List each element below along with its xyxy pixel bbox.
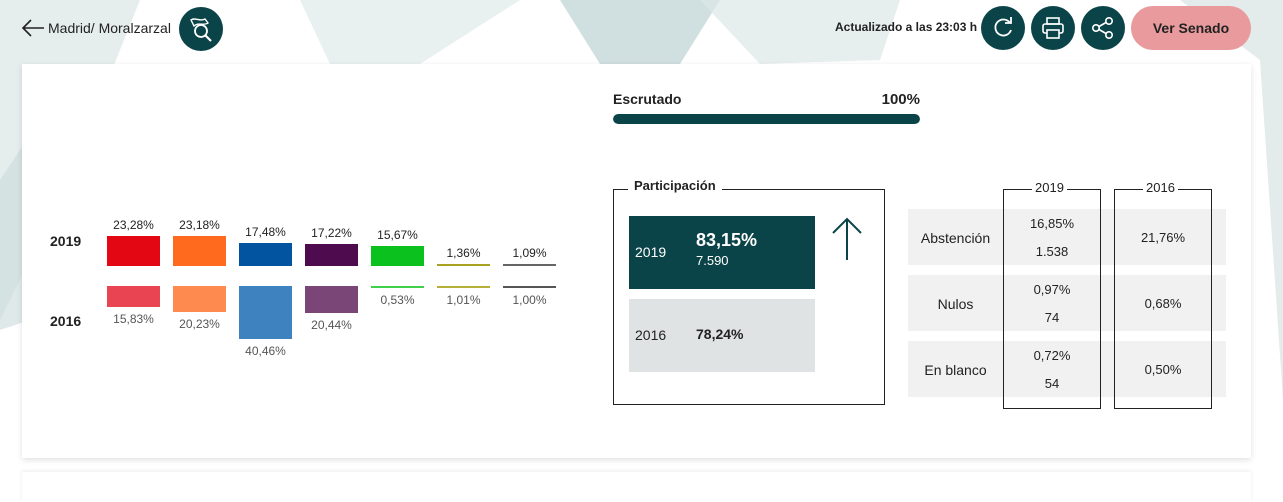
bar-2016-party-6[interactable] <box>437 286 490 288</box>
pct-2019-party-3: 17,48% <box>245 225 286 240</box>
stat-row-blanco <box>908 341 1226 397</box>
pct-2019-party-1: 23,28% <box>113 217 154 232</box>
year-2016-label: 2016 <box>50 313 82 329</box>
escrutado-value: 100% <box>881 91 920 108</box>
nulos-2016-pct: 0,68% <box>1144 296 1182 311</box>
bar-2016-party-1[interactable] <box>107 286 160 307</box>
share-icon <box>1091 16 1114 39</box>
bar-2016-party-2[interactable] <box>173 286 226 313</box>
breadcrumb: Madrid/ Moralzarzal <box>48 20 171 36</box>
participacion-2019-votes: 7.590 <box>696 253 729 268</box>
column-2016-header: 2016 <box>1143 180 1178 195</box>
abstencion-2019-pct: 16,85% <box>1029 216 1075 231</box>
pct-2019-party-6: 1,36% <box>446 246 481 260</box>
escrutado-progress-fill <box>613 114 920 124</box>
back-link[interactable]: Madrid/ Moralzarzal <box>20 18 171 38</box>
bar-2016-party-4[interactable] <box>305 286 358 313</box>
arrow-left-icon <box>21 19 44 37</box>
year-2019-label: 2019 <box>50 233 82 249</box>
stat-row-abstencion <box>908 209 1226 265</box>
escrutado-label: Escrutado <box>613 91 682 107</box>
pct-2016-party-5: 0,53% <box>380 293 415 307</box>
pct-2016-party-3: 40,46% <box>245 343 286 358</box>
arrow-up-icon <box>832 217 862 260</box>
bar-2016-party-7[interactable] <box>503 286 556 288</box>
participacion-2016-pct: 78,24% <box>696 326 744 342</box>
blanco-2016-pct: 0,50% <box>1144 362 1182 377</box>
top-bar: Madrid/ Moralzarzal Actualizado a las 23… <box>0 0 1283 60</box>
column-2019-header: 2019 <box>1032 180 1067 195</box>
nulos-2019-pct: 0,97% <box>1033 282 1071 297</box>
next-card <box>22 472 1251 502</box>
share-button[interactable] <box>1081 6 1125 50</box>
printer-icon <box>1042 17 1064 39</box>
bar-2016-party-5[interactable] <box>371 286 424 288</box>
escrutado-progress <box>613 114 920 124</box>
pct-2019-party-4: 17,22% <box>311 225 352 240</box>
participacion-2019-pct: 83,15% <box>696 230 758 250</box>
stat-row-nulos <box>908 275 1226 331</box>
pct-2019-party-7: 1,09% <box>512 246 547 260</box>
map-search-button[interactable] <box>179 7 223 51</box>
pct-2019-party-2: 23,18% <box>179 217 220 232</box>
participacion-2016-year: 2016 <box>635 327 667 343</box>
bar-2019-party-7[interactable] <box>503 264 556 266</box>
bar-2019-party-6[interactable] <box>437 264 490 266</box>
blanco-2019-count: 54 <box>1044 376 1060 391</box>
blanco-2019-pct: 0,72% <box>1033 348 1071 363</box>
participacion-2019-year: 2019 <box>635 244 667 260</box>
participacion-title: Participación <box>628 178 722 193</box>
stat-label-nulos: Nulos <box>937 296 974 312</box>
stat-label-blanco: En blanco <box>924 362 987 378</box>
stat-label-abstencion: Abstención <box>920 230 991 246</box>
map-search-icon <box>190 18 212 42</box>
updated-time: Actualizado a las 23:03 h <box>835 20 978 34</box>
bar-2016-party-3[interactable] <box>239 286 292 339</box>
bar-2019-party-4[interactable] <box>305 243 358 266</box>
participacion-box <box>613 189 885 405</box>
pct-2016-party-4: 20,44% <box>311 317 352 332</box>
pct-2016-party-7: 1,00% <box>512 293 547 307</box>
bar-2019-party-3[interactable] <box>239 243 292 266</box>
participacion-2019: 2019 83,15% 7.590 <box>629 216 815 289</box>
pct-2016-party-1: 15,83% <box>113 311 154 326</box>
bar-2019-party-2[interactable] <box>173 235 226 266</box>
abstencion-2016-pct: 21,76% <box>1140 230 1186 245</box>
refresh-icon <box>994 17 1012 37</box>
print-button[interactable] <box>1031 6 1075 50</box>
pct-2019-party-5: 15,67% <box>377 227 418 242</box>
nulos-2019-count: 74 <box>1044 310 1060 325</box>
participacion-2016: 2016 78,24% <box>629 299 815 372</box>
abstencion-2019-count: 1.538 <box>1035 244 1069 259</box>
bar-2019-party-5[interactable] <box>371 245 424 266</box>
pct-2016-party-2: 20,23% <box>179 317 220 332</box>
ver-senado-button[interactable]: Ver Senado <box>1131 6 1251 50</box>
bar-2019-party-1[interactable] <box>107 235 160 266</box>
pct-2016-party-6: 1,01% <box>446 293 481 307</box>
refresh-button[interactable] <box>981 6 1025 50</box>
